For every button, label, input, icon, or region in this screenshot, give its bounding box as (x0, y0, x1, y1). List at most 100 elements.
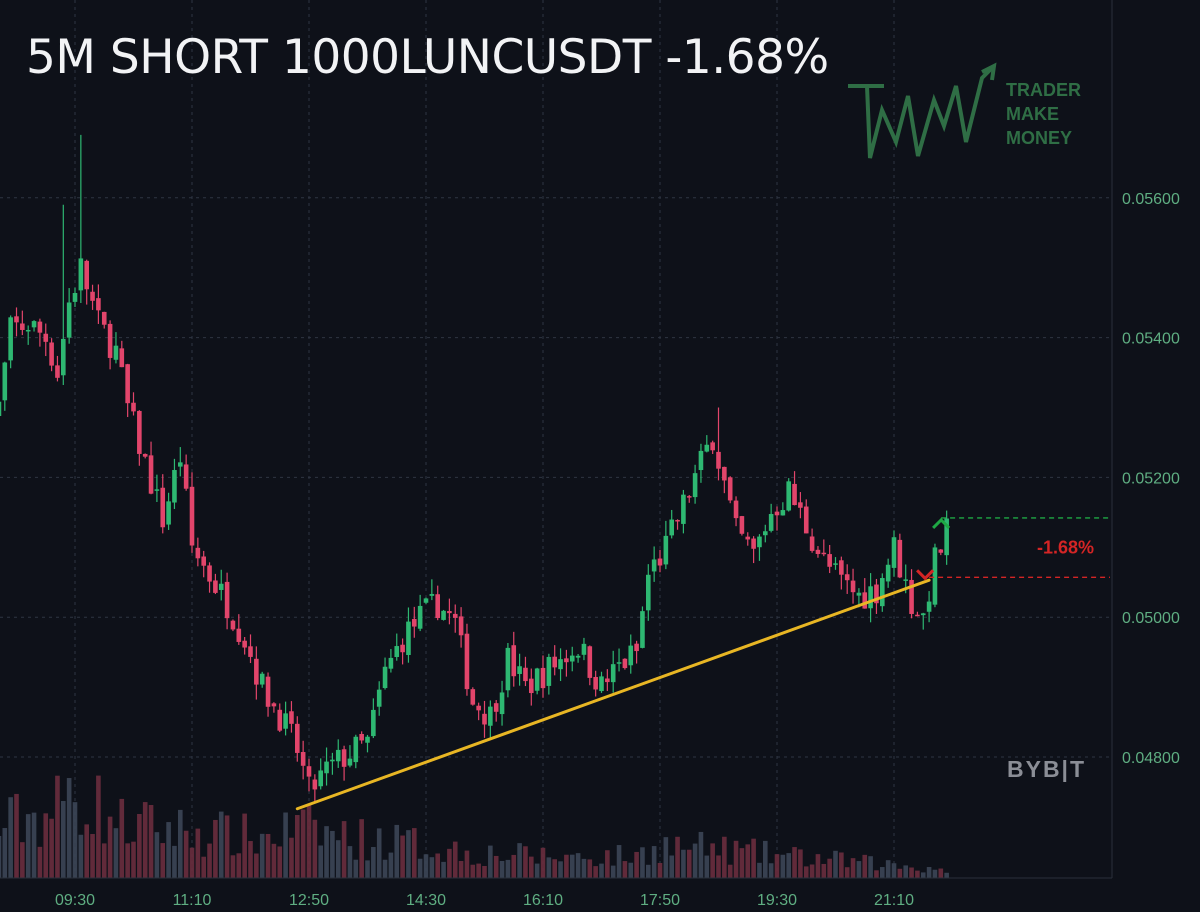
candle-body (31, 321, 37, 328)
volume-bar (634, 851, 639, 878)
volume-bar (271, 843, 277, 878)
candle-body (306, 766, 312, 777)
candle-body (763, 531, 768, 536)
candle-body (66, 302, 72, 338)
candle-body (125, 364, 130, 404)
volume-bar (482, 866, 487, 878)
volume-bar (686, 849, 692, 878)
chart-title: 5M SHORT 1000LUNCUSDT -1.68% (26, 30, 829, 85)
volume-bar (610, 865, 616, 878)
volume-bar (0, 835, 2, 878)
candle-body (78, 258, 84, 291)
candle-body (242, 640, 247, 648)
volume-bar (388, 852, 394, 878)
candle-body (382, 666, 388, 689)
volume-bar (312, 819, 318, 878)
candle-body (529, 678, 534, 694)
volume-bar (201, 856, 206, 878)
volume-bar (61, 801, 66, 878)
volume-bar (511, 854, 517, 878)
volume-bar (815, 854, 821, 878)
candle-body (564, 658, 569, 663)
candle-body (599, 676, 604, 692)
candle-body (739, 516, 745, 534)
candle-body (353, 736, 359, 763)
volume-bar (669, 855, 674, 878)
candle-body (335, 749, 341, 762)
volume-bar (681, 849, 686, 878)
volume-bar (353, 859, 359, 878)
volume-bar (248, 841, 253, 878)
candle-body (330, 759, 335, 762)
candle-body (318, 770, 323, 787)
volume-bar (915, 870, 920, 878)
volume-bar (66, 778, 72, 878)
candle-body (874, 584, 879, 604)
volume-bar (868, 856, 873, 878)
trendline (295, 578, 931, 811)
candle-body (365, 736, 370, 743)
candle-body (780, 510, 786, 516)
candle-body (20, 323, 25, 330)
candle-body (178, 462, 183, 467)
candle-body (815, 549, 821, 554)
volume-bar (166, 822, 171, 878)
volume-bar (195, 828, 201, 878)
candle-body (388, 657, 394, 669)
volume-bar (558, 861, 563, 878)
candle-body (0, 401, 2, 417)
candle-body (218, 583, 224, 590)
volume-bar (903, 865, 908, 878)
volume-bar (189, 847, 195, 878)
volume-bar (722, 836, 727, 878)
volume-bar (938, 868, 944, 878)
volume-bar (43, 813, 49, 878)
candle-body (447, 611, 452, 614)
candle-body (213, 580, 218, 593)
y-tick-label: 0.05400 (1122, 331, 1180, 348)
volume-bar (932, 869, 938, 878)
candle-body (277, 709, 283, 731)
candle-body (224, 581, 230, 619)
volume-bar (183, 830, 189, 878)
volume-bar (844, 867, 850, 878)
candle-body (107, 323, 113, 358)
candle-body (8, 317, 13, 361)
bybit-watermark: BYB|T (1007, 756, 1087, 782)
candle-body (722, 466, 727, 481)
volume-bar (727, 864, 733, 878)
candle-body (587, 646, 593, 678)
x-tick-label: 16:10 (523, 892, 563, 909)
candle-body (932, 547, 938, 605)
volume-bar (605, 850, 610, 878)
volume-bar (470, 864, 476, 878)
candle-body (546, 656, 552, 686)
candle-body (90, 291, 95, 301)
volume-bar (72, 802, 78, 878)
volume-bar (259, 833, 265, 878)
candle-body (891, 537, 897, 568)
candle-body (406, 621, 411, 656)
volume-bar (142, 802, 148, 878)
candle-body (692, 473, 698, 498)
volume-bar (423, 854, 429, 878)
x-tick-label: 17:50 (640, 892, 680, 909)
candle-body (534, 668, 540, 691)
candle-body (803, 506, 809, 534)
candle-body (201, 556, 206, 566)
candle-body (324, 761, 329, 774)
candle-body (686, 496, 692, 498)
volume-bar (575, 853, 581, 878)
pnl-label: -1.68% (1037, 538, 1094, 558)
volume-bar (49, 818, 54, 878)
candle-body (476, 705, 481, 711)
candle-body (944, 518, 949, 556)
candle-body (25, 329, 31, 332)
volume-bar (277, 846, 283, 878)
volume-bar (821, 863, 827, 878)
volume-bar (78, 834, 84, 878)
candle-body (517, 666, 522, 674)
candle-body (827, 554, 832, 567)
volume-bar (774, 854, 780, 878)
